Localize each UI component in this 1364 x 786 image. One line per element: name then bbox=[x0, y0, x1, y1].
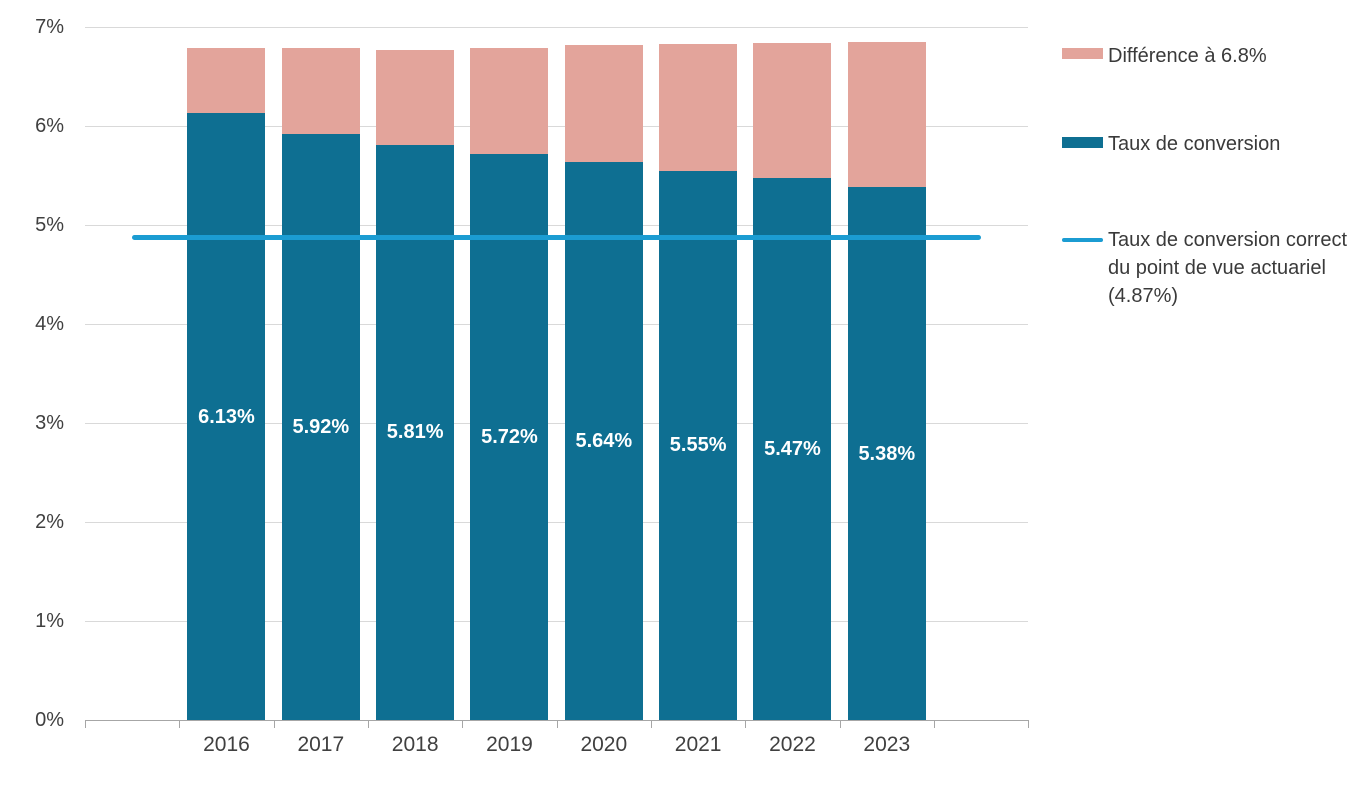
grid-line bbox=[85, 522, 1028, 523]
bar-value-label: 5.55% bbox=[669, 434, 727, 457]
bar-value-label: 6.13% bbox=[198, 405, 255, 428]
grid-line bbox=[85, 621, 1028, 622]
x-axis-tick-label: 2017 bbox=[297, 733, 345, 756]
x-axis-line bbox=[85, 720, 1029, 721]
bar-segment-difference bbox=[376, 49, 455, 145]
bar-segment-taux bbox=[753, 178, 832, 720]
bar-value-label: 5.92% bbox=[292, 415, 350, 438]
bar-segment-taux bbox=[281, 133, 360, 720]
y-axis-tick-label: 6% bbox=[35, 115, 64, 137]
legend-swatch-taux bbox=[1062, 137, 1103, 148]
legend-label-reference-line3: (4.87%) bbox=[1108, 285, 1179, 307]
y-axis-tick-label: 2% bbox=[35, 511, 64, 533]
y-axis-tick-label: 7% bbox=[35, 16, 64, 38]
bar-value-label: 5.38% bbox=[858, 442, 916, 465]
legend-label-reference: Taux de conversion correct du point de v… bbox=[1108, 226, 1364, 310]
bar-segment-taux bbox=[659, 170, 738, 720]
x-axis-tick bbox=[1028, 721, 1030, 728]
legend: Différence à 6.8% Taux de conversion Tau… bbox=[1062, 0, 1362, 340]
y-axis-tick-label: 1% bbox=[35, 610, 64, 632]
legend-label-reference-line1: Taux de conversion correct bbox=[1108, 229, 1348, 251]
grid-line bbox=[85, 27, 1028, 28]
x-axis-tick-label: 2018 bbox=[391, 733, 439, 756]
y-axis-tick-label: 0% bbox=[35, 709, 64, 731]
x-axis-tick bbox=[745, 721, 747, 728]
bar-segment-taux bbox=[187, 113, 266, 720]
bar-segment-difference bbox=[847, 41, 926, 188]
legend-swatch-difference bbox=[1062, 48, 1103, 59]
x-axis-tick-label: 2021 bbox=[674, 733, 722, 756]
grid-line bbox=[85, 423, 1028, 424]
bar-segment-difference bbox=[753, 42, 832, 179]
legend-line-swatch-reference bbox=[1062, 238, 1103, 242]
grid-line bbox=[85, 324, 1028, 325]
x-axis-tick-label: 2020 bbox=[580, 733, 628, 756]
bar-value-label: 5.72% bbox=[481, 425, 538, 448]
x-axis-tick-label: 2016 bbox=[203, 733, 250, 756]
y-axis-tick-label: 5% bbox=[35, 214, 64, 236]
grid-line bbox=[85, 225, 1028, 226]
bar-segment-taux bbox=[564, 161, 643, 720]
grid-line bbox=[85, 126, 1028, 127]
bar-value-label: 5.81% bbox=[386, 421, 444, 444]
bar-segment-taux bbox=[470, 153, 549, 720]
bar-segment-taux bbox=[376, 144, 455, 720]
bar-segment-difference bbox=[470, 47, 549, 154]
x-axis-tick bbox=[933, 721, 935, 728]
x-axis-tick bbox=[273, 721, 275, 728]
y-axis-tick-label: 4% bbox=[35, 313, 64, 335]
x-axis-tick-label: 2019 bbox=[486, 733, 533, 756]
legend-label-taux: Taux de conversion bbox=[1108, 133, 1281, 155]
x-axis-tick bbox=[85, 721, 86, 728]
legend-label-reference-line2: du point de vue actuariel bbox=[1108, 257, 1326, 279]
bar-value-label: 5.64% bbox=[575, 429, 633, 452]
x-axis-tick bbox=[367, 721, 369, 728]
x-axis-tick-label: 2022 bbox=[769, 733, 816, 756]
legend-label-difference: Différence à 6.8% bbox=[1108, 45, 1267, 67]
x-axis-tick bbox=[650, 721, 652, 728]
x-axis-tick bbox=[556, 721, 558, 728]
bar-segment-difference bbox=[564, 44, 643, 162]
reference-line bbox=[132, 235, 982, 241]
y-axis-tick-label: 3% bbox=[35, 412, 64, 434]
x-axis-tick bbox=[462, 721, 464, 728]
bar-value-label: 5.47% bbox=[764, 438, 821, 461]
bar-segment-difference bbox=[281, 47, 360, 134]
x-axis-tick bbox=[179, 721, 181, 728]
bar-segment-difference bbox=[187, 47, 266, 114]
x-axis-tick-label: 2023 bbox=[863, 733, 911, 756]
bar-segment-taux bbox=[847, 187, 926, 720]
bar-segment-difference bbox=[659, 43, 738, 171]
x-axis-tick bbox=[839, 721, 841, 728]
